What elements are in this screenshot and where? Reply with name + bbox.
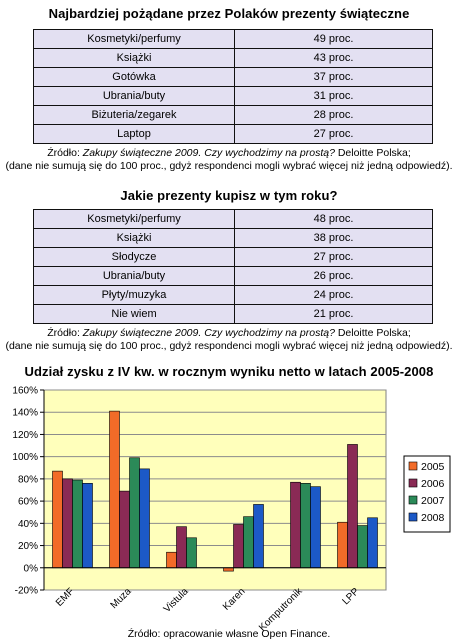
value-cell: 27 proc. [234, 247, 433, 267]
bar-2005-emf [52, 470, 63, 569]
legend-swatch [408, 512, 418, 522]
table-row: Książki 38 proc. [33, 228, 433, 248]
y-tick-label: 0% [24, 563, 39, 574]
item-cell: Kosmetyki/perfumy [33, 29, 235, 49]
plot-area [43, 389, 387, 591]
bar-2007-muza [129, 457, 140, 569]
source-suffix: Deloitte Polska; [334, 327, 411, 339]
bar-2005-muza [109, 410, 120, 569]
value-cell: 48 proc. [234, 209, 433, 229]
bar-2008-emf [82, 483, 93, 569]
item-cell: Biżuteria/zegarek [33, 105, 235, 125]
value-cell: 49 proc. [234, 29, 433, 49]
legend-label: 2006 [421, 478, 445, 490]
gifts-wanted-table: Kosmetyki/perfumy 49 proc. Książki 43 proc.… [33, 29, 433, 144]
source-prefix: Źródło: [47, 147, 83, 159]
value-cell: 37 proc. [234, 67, 433, 87]
item-cell: Laptop [33, 124, 235, 144]
table-row: Laptop 27 proc. [33, 124, 433, 144]
item-cell: Słodycze [33, 247, 235, 267]
gifts-buy-table: Kosmetyki/perfumy 48 proc. Książki 38 proc.… [33, 209, 433, 324]
source-note: (dane nie sumują się do 100 proc., gdyż … [5, 160, 453, 172]
value-cell: 31 proc. [234, 86, 433, 106]
bar-2007-vistula [186, 537, 197, 569]
value-cell: 43 proc. [234, 48, 433, 68]
section2-title: Jakie prezenty kupisz w tym roku? [120, 188, 338, 203]
source-suffix: Deloitte Polska; [334, 147, 411, 159]
bar-2007-karen [243, 516, 254, 569]
value-cell: 28 proc. [234, 105, 433, 125]
item-cell: Płyty/muzyka [33, 285, 235, 305]
table-row: Kosmetyki/perfumy 48 proc. [33, 209, 433, 229]
item-cell: Książki [33, 48, 235, 68]
y-tick-label: 40% [18, 519, 38, 530]
bar-2005-vistula [166, 551, 177, 569]
bar-2008-karen [253, 504, 264, 569]
y-tick-label: 120% [12, 430, 38, 441]
bar-2007-komputronik [300, 483, 311, 569]
bar-2008-komputronik [310, 486, 321, 569]
x-tick-label: Komputronik [257, 585, 305, 632]
y-tick-label: 160% [12, 386, 38, 397]
bar-2006-emf [62, 478, 73, 569]
source-title: Zakupy świąteczne 2009. Czy wychodzimy n… [82, 147, 335, 159]
table-row: Gotówka 37 proc. [33, 67, 433, 87]
item-cell: Kosmetyki/perfumy [33, 209, 235, 229]
bar-2008-lpp [367, 517, 378, 569]
bar-2006-vistula [176, 526, 187, 569]
item-cell: Ubrania/buty [33, 86, 235, 106]
y-tick-label: 80% [18, 474, 38, 485]
table-row: Płyty/muzyka 24 proc. [33, 285, 433, 305]
y-tick-label: 60% [18, 497, 38, 508]
value-cell: 27 proc. [234, 124, 433, 144]
table-row: Kosmetyki/perfumy 49 proc. [33, 29, 433, 49]
section2-source: Źródło: Zakupy świąteczne 2009. Czy wych… [0, 327, 458, 353]
legend-label: 2008 [421, 512, 445, 524]
bar-chart: -20%0%20%40%60%80%100%120%140%160%EMF Muz… [12, 386, 451, 632]
table-row: Nie wiem 21 proc. [33, 304, 433, 324]
legend-swatch [408, 495, 418, 505]
table-row: Ubrania/buty 31 proc. [33, 86, 433, 106]
section1-source: Źródło: Zakupy świąteczne 2009. Czy wych… [0, 147, 458, 173]
value-cell: 38 proc. [234, 228, 433, 248]
table-row: Biżuteria/zegarek 28 proc. [33, 105, 433, 125]
item-cell: Ubrania/buty [33, 266, 235, 286]
source-note: (dane nie sumują się do 100 proc., gdyż … [5, 340, 453, 352]
table-row: Ubrania/buty 26 proc. [33, 266, 433, 286]
item-cell: Nie wiem [33, 304, 235, 324]
bar-2005-lpp [337, 521, 348, 569]
source-prefix: Źródło: [47, 327, 83, 339]
value-cell: 26 proc. [234, 266, 433, 286]
table-row: Książki 43 proc. [33, 48, 433, 68]
value-cell: 21 proc. [234, 304, 433, 324]
bar-2006-komputronik [290, 481, 301, 569]
legend-swatch [408, 461, 418, 471]
chart-title: Udział zysku z IV kw. w rocznym wyniku n… [24, 364, 434, 379]
source-title: Zakupy świąteczne 2009. Czy wychodzimy n… [82, 327, 335, 339]
section1-title: Najbardziej pożądane przez Polaków preze… [48, 6, 410, 21]
bar-2006-muza [119, 490, 130, 569]
legend-label: 2007 [421, 495, 445, 507]
legend-label: 2005 [421, 461, 445, 473]
bar-2008-muza [139, 468, 150, 569]
bar-2007-lpp [357, 525, 368, 569]
y-tick-label: 140% [12, 408, 38, 419]
y-tick-label: 100% [12, 452, 38, 463]
y-tick-label: 20% [18, 541, 38, 552]
item-cell: Książki [33, 228, 235, 248]
value-cell: 24 proc. [234, 285, 433, 305]
bar-2007-emf [72, 479, 83, 569]
chart-source: Źródło: opracowanie własne Open Finance. [127, 628, 331, 640]
legend-swatch [408, 478, 418, 488]
table-row: Słodycze 27 proc. [33, 247, 433, 267]
y-tick-label: -20% [15, 586, 38, 597]
bar-2006-karen [233, 524, 244, 569]
bar-2006-lpp [347, 444, 358, 569]
item-cell: Gotówka [33, 67, 235, 87]
